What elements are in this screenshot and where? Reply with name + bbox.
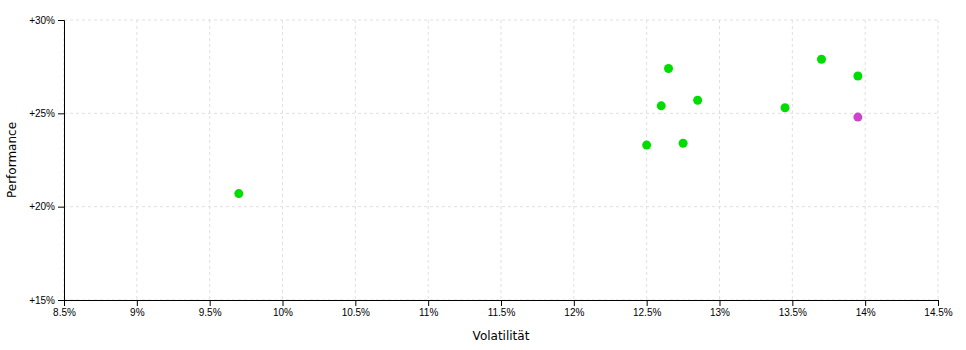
x-axis-tick: 10% [273, 300, 293, 318]
x-axis-tick-mark [574, 300, 575, 306]
x-axis-tick-mark [865, 300, 866, 306]
y-axis: +15% +20% +25% +30% [29, 15, 64, 306]
x-axis-tick-label: 13.5% [779, 307, 807, 318]
x-axis-tick: 14% [856, 300, 876, 318]
x-axis-tick: 9% [130, 300, 145, 318]
y-axis-tick-mark [58, 207, 64, 208]
x-axis-tick: 13.5% [779, 300, 807, 318]
grid-line-x [501, 20, 502, 300]
y-axis-tick-label: +30% [29, 15, 55, 26]
grid-line-x [938, 20, 939, 300]
point [642, 141, 651, 150]
grid-line-x [573, 20, 574, 300]
x-axis: 8.5% 9% 9.5% 10% 10.5% 11% 11.5% 12% 12.5% 13% 13.… [53, 300, 953, 318]
grid-line-y [64, 20, 938, 21]
grid-line-x [282, 20, 283, 300]
x-axis-tick: 11% [419, 300, 438, 318]
x-axis-title: Volatilität [473, 329, 530, 343]
x-axis-line [65, 301, 939, 307]
grid-line-x [355, 20, 356, 300]
chart: 8.5% 9% 9.5% 10% 10.5% 11% 11.5% 12% 12.5% 13% 13.… [0, 0, 966, 350]
y-axis-tick: +15% [29, 295, 64, 306]
grid-line-x [136, 20, 137, 300]
grid-line-y [64, 206, 938, 207]
point [234, 189, 243, 198]
x-axis-tick-mark [720, 300, 721, 306]
y-axis-tick-mark [58, 113, 64, 114]
y-axis-tick-label: +25% [29, 108, 55, 119]
point [817, 55, 826, 64]
point [781, 103, 790, 112]
x-axis-tick-label: 11.5% [488, 307, 516, 318]
y-axis-tick-mark [58, 20, 64, 21]
grid [64, 20, 938, 300]
point [693, 96, 702, 105]
x-axis-tick-mark [355, 300, 356, 306]
x-axis-tick: 13% [710, 300, 730, 318]
x-axis-tick-label: 10% [273, 307, 293, 318]
x-axis-tick-label: 14% [856, 307, 876, 318]
x-axis-tick-mark [210, 300, 211, 306]
x-axis-tick-mark [792, 300, 793, 306]
x-axis-tick-label: 8.5% [53, 307, 76, 318]
x-axis-tick-label: 9% [130, 307, 145, 318]
x-axis-tick: 12.5% [633, 300, 661, 318]
series [234, 55, 862, 198]
x-axis-tick: 10.5% [342, 300, 370, 318]
plot: 8.5% 9% 9.5% 10% 10.5% 11% 11.5% 12% 12.5% 13% 13.… [29, 15, 953, 318]
x-axis-tick-mark [501, 300, 502, 306]
point [853, 113, 862, 122]
x-axis-tick-label: 12.5% [633, 307, 661, 318]
y-axis-title: Performance [5, 122, 19, 198]
y-axis-tick: +20% [29, 201, 64, 212]
x-axis-tick-mark [428, 300, 429, 306]
x-axis-tick-label: 12% [564, 307, 584, 318]
x-axis-tick-label: 14.5% [924, 307, 952, 318]
y-axis-tick: +25% [29, 108, 64, 119]
point [679, 139, 688, 148]
grid-line-x [646, 20, 647, 300]
y-axis-line [58, 21, 65, 301]
grid-line-x [719, 20, 720, 300]
x-axis-tick: 11.5% [488, 300, 516, 318]
grid-line-x [428, 20, 429, 300]
x-axis-tick-label: 9.5% [199, 307, 222, 318]
point [664, 64, 673, 73]
x-axis-tick-mark [137, 300, 138, 306]
y-axis-tick-label: +15% [29, 295, 55, 306]
grid-line-x [209, 20, 210, 300]
x-axis-tick-label: 10.5% [342, 307, 370, 318]
y-axis-tick-label: +20% [29, 201, 55, 212]
y-axis-tick: +30% [29, 15, 64, 26]
marks [234, 55, 862, 198]
series [853, 113, 862, 122]
grid-line-x [865, 20, 866, 300]
grid-line-y [64, 113, 938, 114]
x-axis-tick-mark [938, 300, 939, 306]
grid-line-x [792, 20, 793, 300]
x-axis-tick-mark [283, 300, 284, 306]
point [657, 101, 666, 110]
x-axis-tick-label: 11% [419, 307, 438, 318]
x-axis-tick: 12% [564, 300, 584, 318]
x-axis-tick: 9.5% [199, 300, 222, 318]
x-axis-tick: 8.5% [53, 300, 76, 318]
point [853, 72, 862, 81]
x-axis-tick: 14.5% [924, 300, 952, 318]
y-axis-tick-mark [58, 300, 64, 301]
x-axis-tick-mark [647, 300, 648, 306]
x-axis-tick-label: 13% [710, 307, 730, 318]
